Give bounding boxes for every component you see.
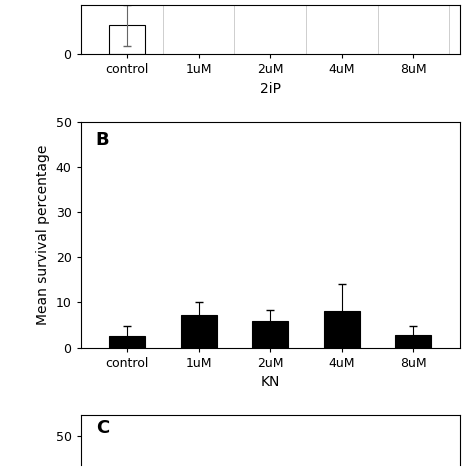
Text: B: B (96, 131, 109, 149)
Text: C: C (96, 419, 109, 437)
Bar (181, 315, 217, 347)
Bar (324, 311, 360, 347)
Bar (252, 321, 288, 347)
Bar (395, 336, 431, 347)
X-axis label: KN: KN (261, 375, 280, 389)
Bar (109, 25, 145, 55)
X-axis label: 2iP: 2iP (260, 82, 281, 96)
Bar (109, 336, 145, 347)
Y-axis label: Mean survival percentage: Mean survival percentage (36, 145, 50, 325)
